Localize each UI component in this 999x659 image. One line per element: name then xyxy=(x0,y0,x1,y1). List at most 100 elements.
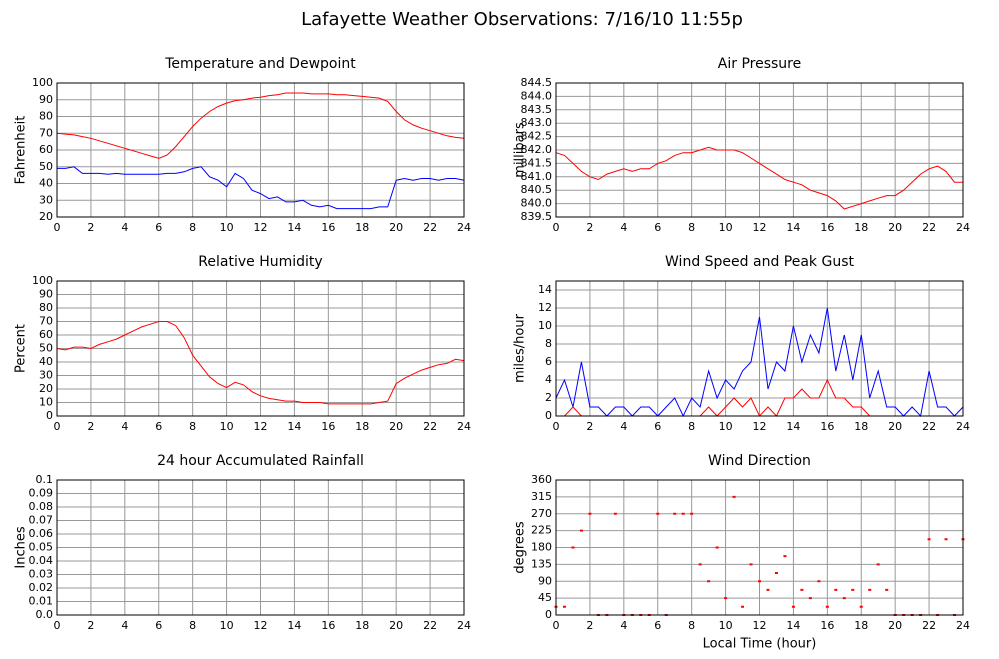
y-tick-label: 0.02 xyxy=(29,581,54,594)
data-point xyxy=(707,580,711,583)
x-tick-label: 16 xyxy=(321,420,335,433)
data-point xyxy=(851,588,855,591)
x-tick-label: 20 xyxy=(888,619,902,632)
x-tick-label: 10 xyxy=(220,619,234,632)
chart-title: Air Pressure xyxy=(718,56,801,72)
y-tick-label: 0.1 xyxy=(36,473,54,486)
y-tick-label: 40 xyxy=(39,177,53,190)
x-tick-label: 2 xyxy=(586,221,593,234)
y-tick-label: 0.06 xyxy=(29,527,54,540)
x-tick-label: 20 xyxy=(888,221,902,234)
y-tick-label: 8 xyxy=(545,337,552,350)
x-tick-label: 2 xyxy=(87,619,94,632)
y-tick-label: 841.0 xyxy=(521,170,553,183)
x-tick-label: 12 xyxy=(254,221,268,234)
x-tick-label: 18 xyxy=(854,221,868,234)
x-tick-label: 20 xyxy=(888,420,902,433)
data-point xyxy=(834,588,838,591)
y-tick-label: 0.03 xyxy=(29,568,54,581)
page-title: Lafayette Weather Observations: 7/16/10 … xyxy=(301,9,743,30)
data-point xyxy=(571,546,575,549)
x-tick-label: 12 xyxy=(753,221,767,234)
x-tick-label: 10 xyxy=(719,619,733,632)
chart-title: Relative Humidity xyxy=(198,254,322,270)
x-tick-label: 4 xyxy=(620,420,627,433)
x-tick-label: 8 xyxy=(189,221,196,234)
x-tick-label: 8 xyxy=(189,420,196,433)
y-axis-label: degrees xyxy=(513,521,528,574)
y-tick-label: 180 xyxy=(531,541,552,554)
y-tick-label: 843.5 xyxy=(521,103,553,116)
chart-title: Temperature and Dewpoint xyxy=(164,56,356,72)
y-tick-label: 60 xyxy=(39,328,53,341)
x-tick-label: 12 xyxy=(753,420,767,433)
y-tick-label: 0.09 xyxy=(29,487,54,500)
data-point xyxy=(588,512,592,515)
data-point xyxy=(715,546,719,549)
x-tick-label: 16 xyxy=(321,619,335,632)
data-point xyxy=(825,605,829,608)
y-tick-label: 0.04 xyxy=(29,554,54,567)
y-tick-label: 844.5 xyxy=(521,76,553,89)
x-tick-label: 6 xyxy=(155,619,162,632)
y-tick-label: 135 xyxy=(531,557,552,570)
y-tick-label: 90 xyxy=(39,288,53,301)
data-point xyxy=(613,512,617,515)
data-point xyxy=(579,529,583,532)
x-tick-label: 6 xyxy=(654,420,661,433)
data-point xyxy=(673,512,677,515)
chart-panel: Wind Direction degrees Local Time (hour) 0 4… xyxy=(513,453,971,652)
y-tick-label: 80 xyxy=(39,301,53,314)
y-tick-label: 70 xyxy=(39,315,53,328)
plot-border xyxy=(56,479,465,616)
y-tick-label: 843.0 xyxy=(521,116,553,129)
y-tick-label: 40 xyxy=(39,355,53,368)
y-tick-label: 841.5 xyxy=(521,156,553,169)
y-tick-label: 844.0 xyxy=(521,89,553,102)
x-tick-label: 0 xyxy=(54,420,61,433)
data-point xyxy=(876,563,880,566)
x-tick-label: 14 xyxy=(786,619,800,632)
data-point xyxy=(842,597,846,600)
y-tick-label: 30 xyxy=(39,369,53,382)
x-tick-label: 4 xyxy=(121,420,128,433)
x-tick-label: 18 xyxy=(355,221,369,234)
y-axis-label: Percent xyxy=(14,324,29,373)
y-tick-label: 842.0 xyxy=(521,143,553,156)
x-tick-label: 2 xyxy=(586,420,593,433)
x-tick-label: 12 xyxy=(254,420,268,433)
x-tick-label: 14 xyxy=(786,420,800,433)
data-point xyxy=(698,563,702,566)
x-tick-label: 4 xyxy=(121,619,128,632)
chart-title: 24 hour Accumulated Rainfall xyxy=(157,453,364,469)
y-tick-label: 2 xyxy=(545,391,552,404)
data-point xyxy=(944,538,948,541)
data-point xyxy=(774,572,778,574)
data-point xyxy=(817,580,821,583)
x-tick-label: 18 xyxy=(854,619,868,632)
y-tick-label: 60 xyxy=(39,143,53,156)
y-axis-label: Inches xyxy=(14,526,29,568)
chart-panel: 24 hour Accumulated RainfallInches0.00.0… xyxy=(14,453,472,632)
y-axis-label: miles/hour xyxy=(513,313,528,382)
x-tick-label: 2 xyxy=(87,420,94,433)
data-point xyxy=(758,580,761,583)
x-tick-label: 6 xyxy=(155,221,162,234)
x-tick-label: 12 xyxy=(254,619,268,632)
plot-border xyxy=(56,280,465,417)
y-tick-label: 100 xyxy=(32,76,53,89)
data-point xyxy=(732,495,736,498)
x-tick-label: 10 xyxy=(220,420,234,433)
chart-title: Wind Direction xyxy=(708,453,811,469)
x-tick-label: 14 xyxy=(287,420,301,433)
data-line xyxy=(57,166,465,210)
x-tick-label: 8 xyxy=(688,619,695,632)
y-axis-label: Fahrenheit xyxy=(14,116,29,185)
x-tick-label: 16 xyxy=(820,420,834,433)
y-tick-label: 100 xyxy=(32,274,53,287)
y-tick-label: 50 xyxy=(39,342,53,355)
x-tick-label: 2 xyxy=(586,619,593,632)
y-tick-label: 0.08 xyxy=(29,500,54,513)
y-tick-label: 0.07 xyxy=(29,514,54,527)
plot-border xyxy=(555,82,964,218)
